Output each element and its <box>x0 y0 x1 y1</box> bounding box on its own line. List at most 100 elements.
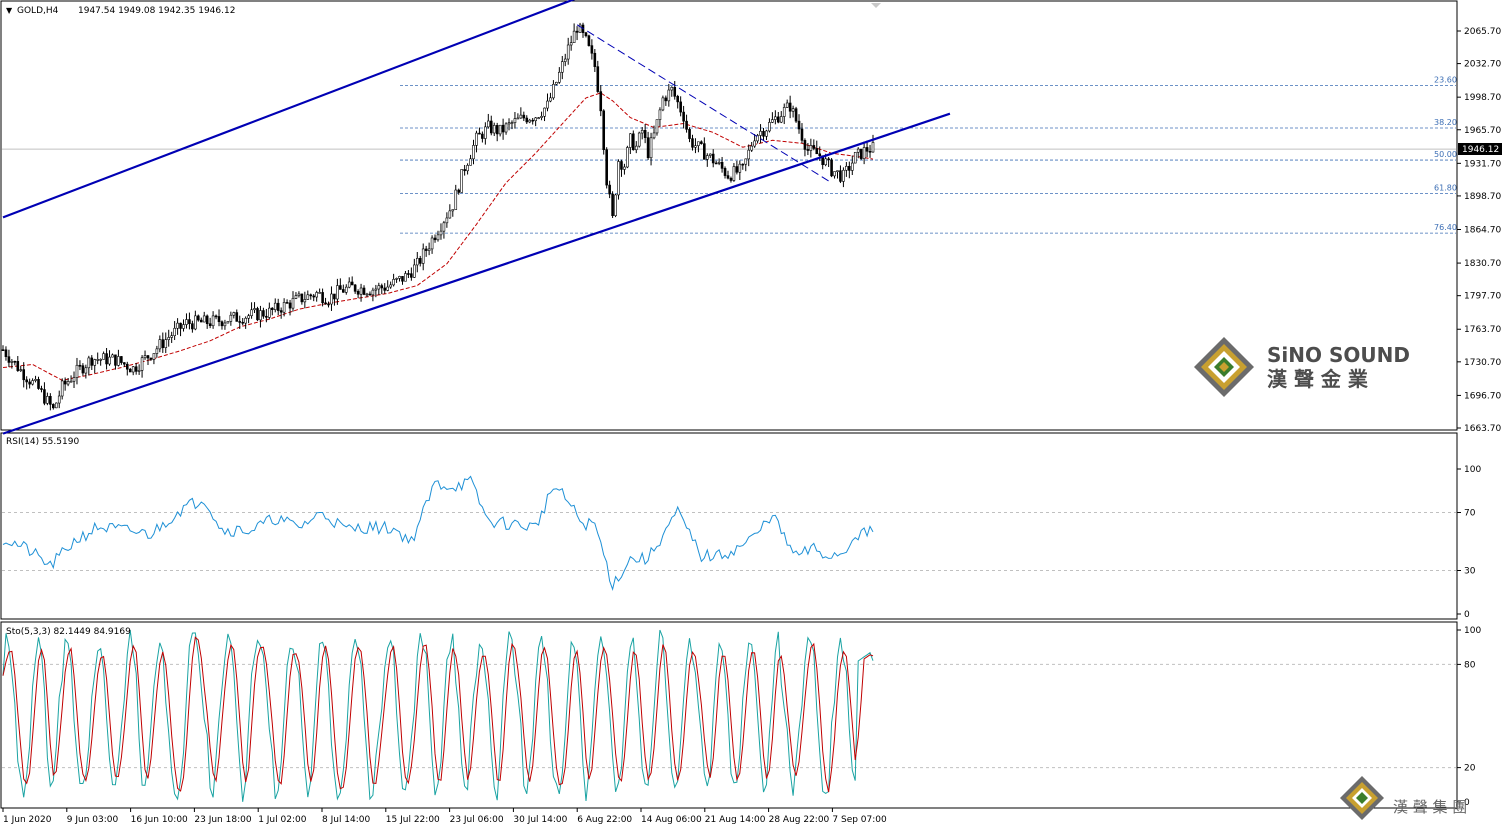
candle-body <box>365 293 369 296</box>
candle-body <box>850 162 854 171</box>
candle-body <box>407 273 410 275</box>
candle-body <box>839 170 842 182</box>
candle-body <box>596 66 600 92</box>
candle-body <box>146 355 150 359</box>
candle-body <box>342 289 345 293</box>
candle-body <box>856 148 860 153</box>
candle-body <box>788 102 792 112</box>
candle-body <box>865 147 869 152</box>
candle-body <box>78 364 82 367</box>
candle-body <box>60 380 64 397</box>
candle-body <box>590 45 594 54</box>
candle-body <box>720 162 724 169</box>
candle-body <box>735 166 739 173</box>
candle-body <box>623 166 626 170</box>
candle-body <box>424 248 428 251</box>
candle-body <box>13 360 17 363</box>
x-tick-label: 9 Jun 03:00 <box>67 815 119 825</box>
candle-body <box>756 135 759 142</box>
candle-body <box>528 119 532 123</box>
candle-body <box>803 140 807 150</box>
candle-body <box>806 149 810 151</box>
price-tick-label: 2032.70 <box>1464 60 1501 70</box>
candle-body <box>560 61 564 73</box>
x-tick-label: 15 Jul 22:00 <box>386 815 440 825</box>
rsi-panel <box>0 432 1458 620</box>
candle-body <box>392 279 395 286</box>
candle-body <box>380 285 384 289</box>
sto-tick-label: 20 <box>1464 764 1476 774</box>
candle-body <box>679 101 682 113</box>
candle-body <box>96 359 99 361</box>
candle-body <box>16 361 20 371</box>
candle-body <box>705 155 709 160</box>
x-tick-label: 14 Aug 06:00 <box>641 815 702 825</box>
candle-body <box>451 209 455 212</box>
candle-body <box>205 315 209 324</box>
candle-body <box>123 362 126 365</box>
candle-body <box>797 120 801 130</box>
candle-body <box>111 354 114 358</box>
candle-body <box>262 310 265 317</box>
candle-body <box>401 276 404 282</box>
price-tick-label: 1797.70 <box>1464 292 1501 302</box>
candle-body <box>31 380 34 385</box>
candle-body <box>235 312 239 322</box>
candle-body <box>640 130 644 134</box>
candle-body <box>247 315 250 319</box>
candle-body <box>501 124 505 133</box>
candle-body <box>170 335 173 338</box>
candle-body <box>211 315 215 327</box>
candle-body <box>738 163 742 173</box>
candle-body <box>555 81 558 85</box>
candle-body <box>1 349 5 351</box>
candle-body <box>830 159 833 177</box>
candle-body <box>377 285 381 290</box>
candle-body <box>276 302 280 311</box>
candle-body <box>685 120 688 130</box>
candle-body <box>815 148 819 155</box>
candle-body <box>102 353 105 360</box>
x-tick-label: 8 Jul 14:00 <box>322 815 371 825</box>
menu-arrow-icon[interactable]: ▼ <box>6 6 13 15</box>
candle-body <box>185 319 188 325</box>
candle-body <box>149 357 153 360</box>
candle-body <box>49 396 52 405</box>
candle-body <box>226 321 230 324</box>
candle-body <box>558 71 561 83</box>
candle-body <box>717 162 721 164</box>
rsi-tick-label: 0 <box>1464 610 1470 620</box>
candle-body <box>140 357 144 371</box>
candle-body <box>632 133 635 151</box>
candle-body <box>336 285 339 300</box>
candle-body <box>605 149 608 186</box>
candle-body <box>398 276 401 279</box>
candle-body <box>442 222 446 232</box>
x-tick-label: 16 Jun 10:00 <box>131 815 188 825</box>
candle-body <box>294 295 298 299</box>
price-tick-label: 1965.70 <box>1464 126 1501 136</box>
candle-body <box>433 237 437 241</box>
shift-marker-icon[interactable] <box>871 3 881 8</box>
candle-body <box>66 381 70 385</box>
candle-body <box>824 158 827 166</box>
candle-body <box>853 151 857 164</box>
candle-body <box>344 286 348 293</box>
x-tick-label: 7 Sep 07:00 <box>832 815 887 825</box>
candle-body <box>386 286 389 291</box>
candle-body <box>812 145 816 149</box>
candle-body <box>191 323 194 330</box>
candle-body <box>833 171 836 177</box>
candle-body <box>134 366 138 372</box>
candle-body <box>430 237 434 250</box>
candle-body <box>487 120 490 128</box>
candle-body <box>368 293 372 296</box>
candle-body <box>75 364 79 378</box>
candle-body <box>282 302 286 313</box>
candle-body <box>842 169 845 182</box>
candle-body <box>703 143 706 160</box>
candle-body <box>164 339 168 348</box>
candle-body <box>306 294 310 300</box>
